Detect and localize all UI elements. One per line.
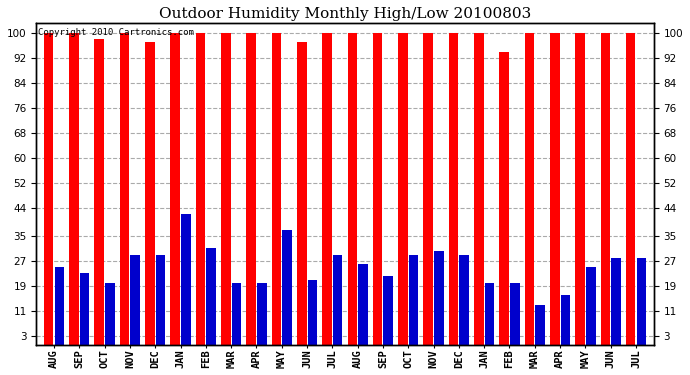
Bar	[69, 33, 79, 345]
Bar	[308, 279, 317, 345]
Bar	[156, 255, 166, 345]
Bar	[358, 264, 368, 345]
Bar	[246, 33, 256, 345]
Bar	[196, 33, 206, 345]
Bar	[282, 230, 292, 345]
Bar	[408, 255, 418, 345]
Bar	[257, 283, 266, 345]
Bar	[636, 258, 646, 345]
Bar	[44, 33, 54, 345]
Text: Copyright 2010 Cartronics.com: Copyright 2010 Cartronics.com	[37, 28, 193, 38]
Bar	[95, 39, 104, 345]
Bar	[55, 267, 64, 345]
Bar	[484, 283, 494, 345]
Bar	[333, 255, 342, 345]
Bar	[384, 276, 393, 345]
Bar	[448, 33, 458, 345]
Bar	[322, 33, 332, 345]
Bar	[373, 33, 382, 345]
Bar	[170, 33, 180, 345]
Bar	[474, 33, 484, 345]
Bar	[206, 248, 216, 345]
Bar	[460, 255, 469, 345]
Bar	[575, 33, 585, 345]
Bar	[348, 33, 357, 345]
Bar	[297, 42, 306, 345]
Bar	[434, 252, 444, 345]
Bar	[130, 255, 140, 345]
Title: Outdoor Humidity Monthly High/Low 20100803: Outdoor Humidity Monthly High/Low 201008…	[159, 7, 531, 21]
Bar	[586, 267, 595, 345]
Bar	[272, 33, 282, 345]
Bar	[424, 33, 433, 345]
Bar	[626, 33, 635, 345]
Bar	[500, 52, 509, 345]
Bar	[145, 42, 155, 345]
Bar	[560, 295, 570, 345]
Bar	[232, 283, 241, 345]
Bar	[550, 33, 560, 345]
Bar	[611, 258, 621, 345]
Bar	[524, 33, 534, 345]
Bar	[510, 283, 520, 345]
Bar	[120, 33, 130, 345]
Bar	[535, 304, 545, 345]
Bar	[80, 273, 90, 345]
Bar	[398, 33, 408, 345]
Bar	[105, 283, 115, 345]
Bar	[600, 33, 610, 345]
Bar	[221, 33, 230, 345]
Bar	[181, 214, 190, 345]
